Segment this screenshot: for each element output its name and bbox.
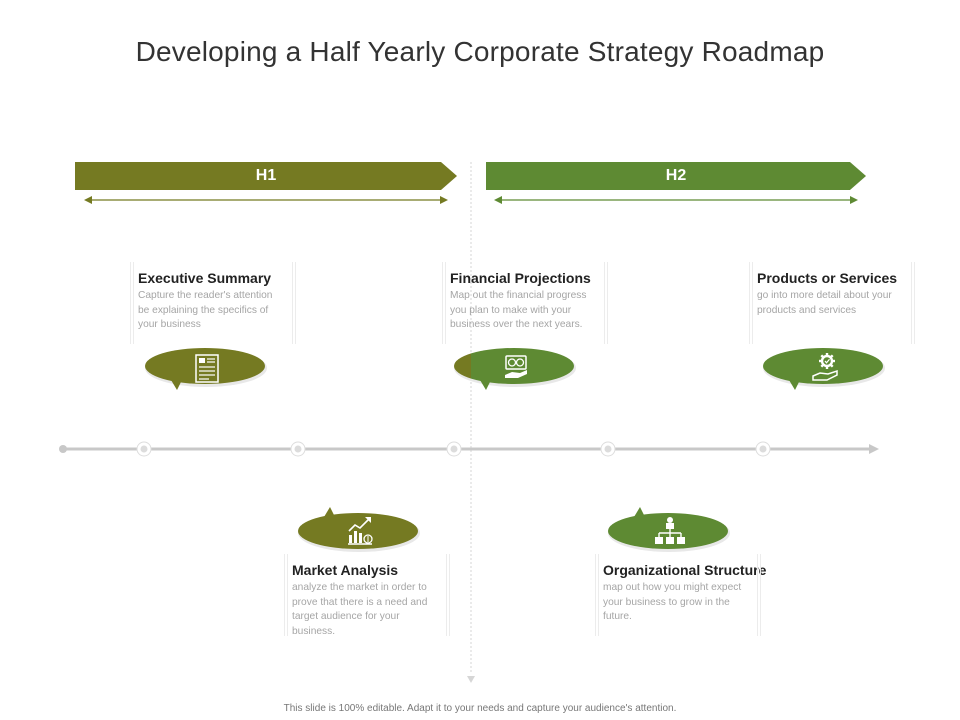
bubble-financial-projections [452,346,580,396]
org-chart-icon [655,517,685,544]
card-products-or-services: Products or Services go into more detail… [749,262,915,344]
card-desc: go into more detail about your products … [757,290,892,316]
card-title: Financial Projections [450,270,591,286]
vertical-divider [467,162,475,683]
phase-h2-arrow: H2 [486,162,866,190]
bubble-organizational-structure [606,504,734,554]
growth-chart-icon [348,517,373,545]
phase-h1-arrow: H1 [75,162,457,190]
money-hand-icon [505,355,527,378]
phase-h2-span-arrow [494,196,858,204]
phase-h1-label: H1 [255,167,277,184]
card-title: Executive Summary [138,270,272,286]
card-desc: map out how you might expect your busine… [603,582,742,622]
bubble-executive-summary [143,346,271,396]
bubble-products-or-services [761,346,889,396]
card-title: Organizational Structure [603,562,767,578]
card-desc: Map out the financial progress you plan … [450,290,587,330]
card-title: Products or Services [757,270,898,286]
card-title: Market Analysis [292,562,399,578]
phase-h1-span-arrow [84,196,448,204]
card-organizational-structure: Organizational Structure map out how you… [595,554,767,636]
card-financial-projections: Financial Projections Map out the financ… [442,262,608,344]
document-list-icon [195,354,219,383]
phase-h2-label: H2 [665,167,687,184]
footer-note: This slide is 100% editable. Adapt it to… [283,703,677,714]
gear-hand-icon [812,353,838,381]
card-desc: analyze the market in order to prove tha… [292,582,428,637]
timeline [59,441,879,457]
card-desc: Capture the reader's attention be explai… [138,290,273,330]
card-executive-summary: Executive Summary Capture the reader's a… [130,262,296,344]
page-title: Developing a Half Yearly Corporate Strat… [135,36,825,67]
card-market-analysis: Market Analysis analyze the market in or… [284,554,450,639]
bubble-market-analysis [296,504,424,554]
